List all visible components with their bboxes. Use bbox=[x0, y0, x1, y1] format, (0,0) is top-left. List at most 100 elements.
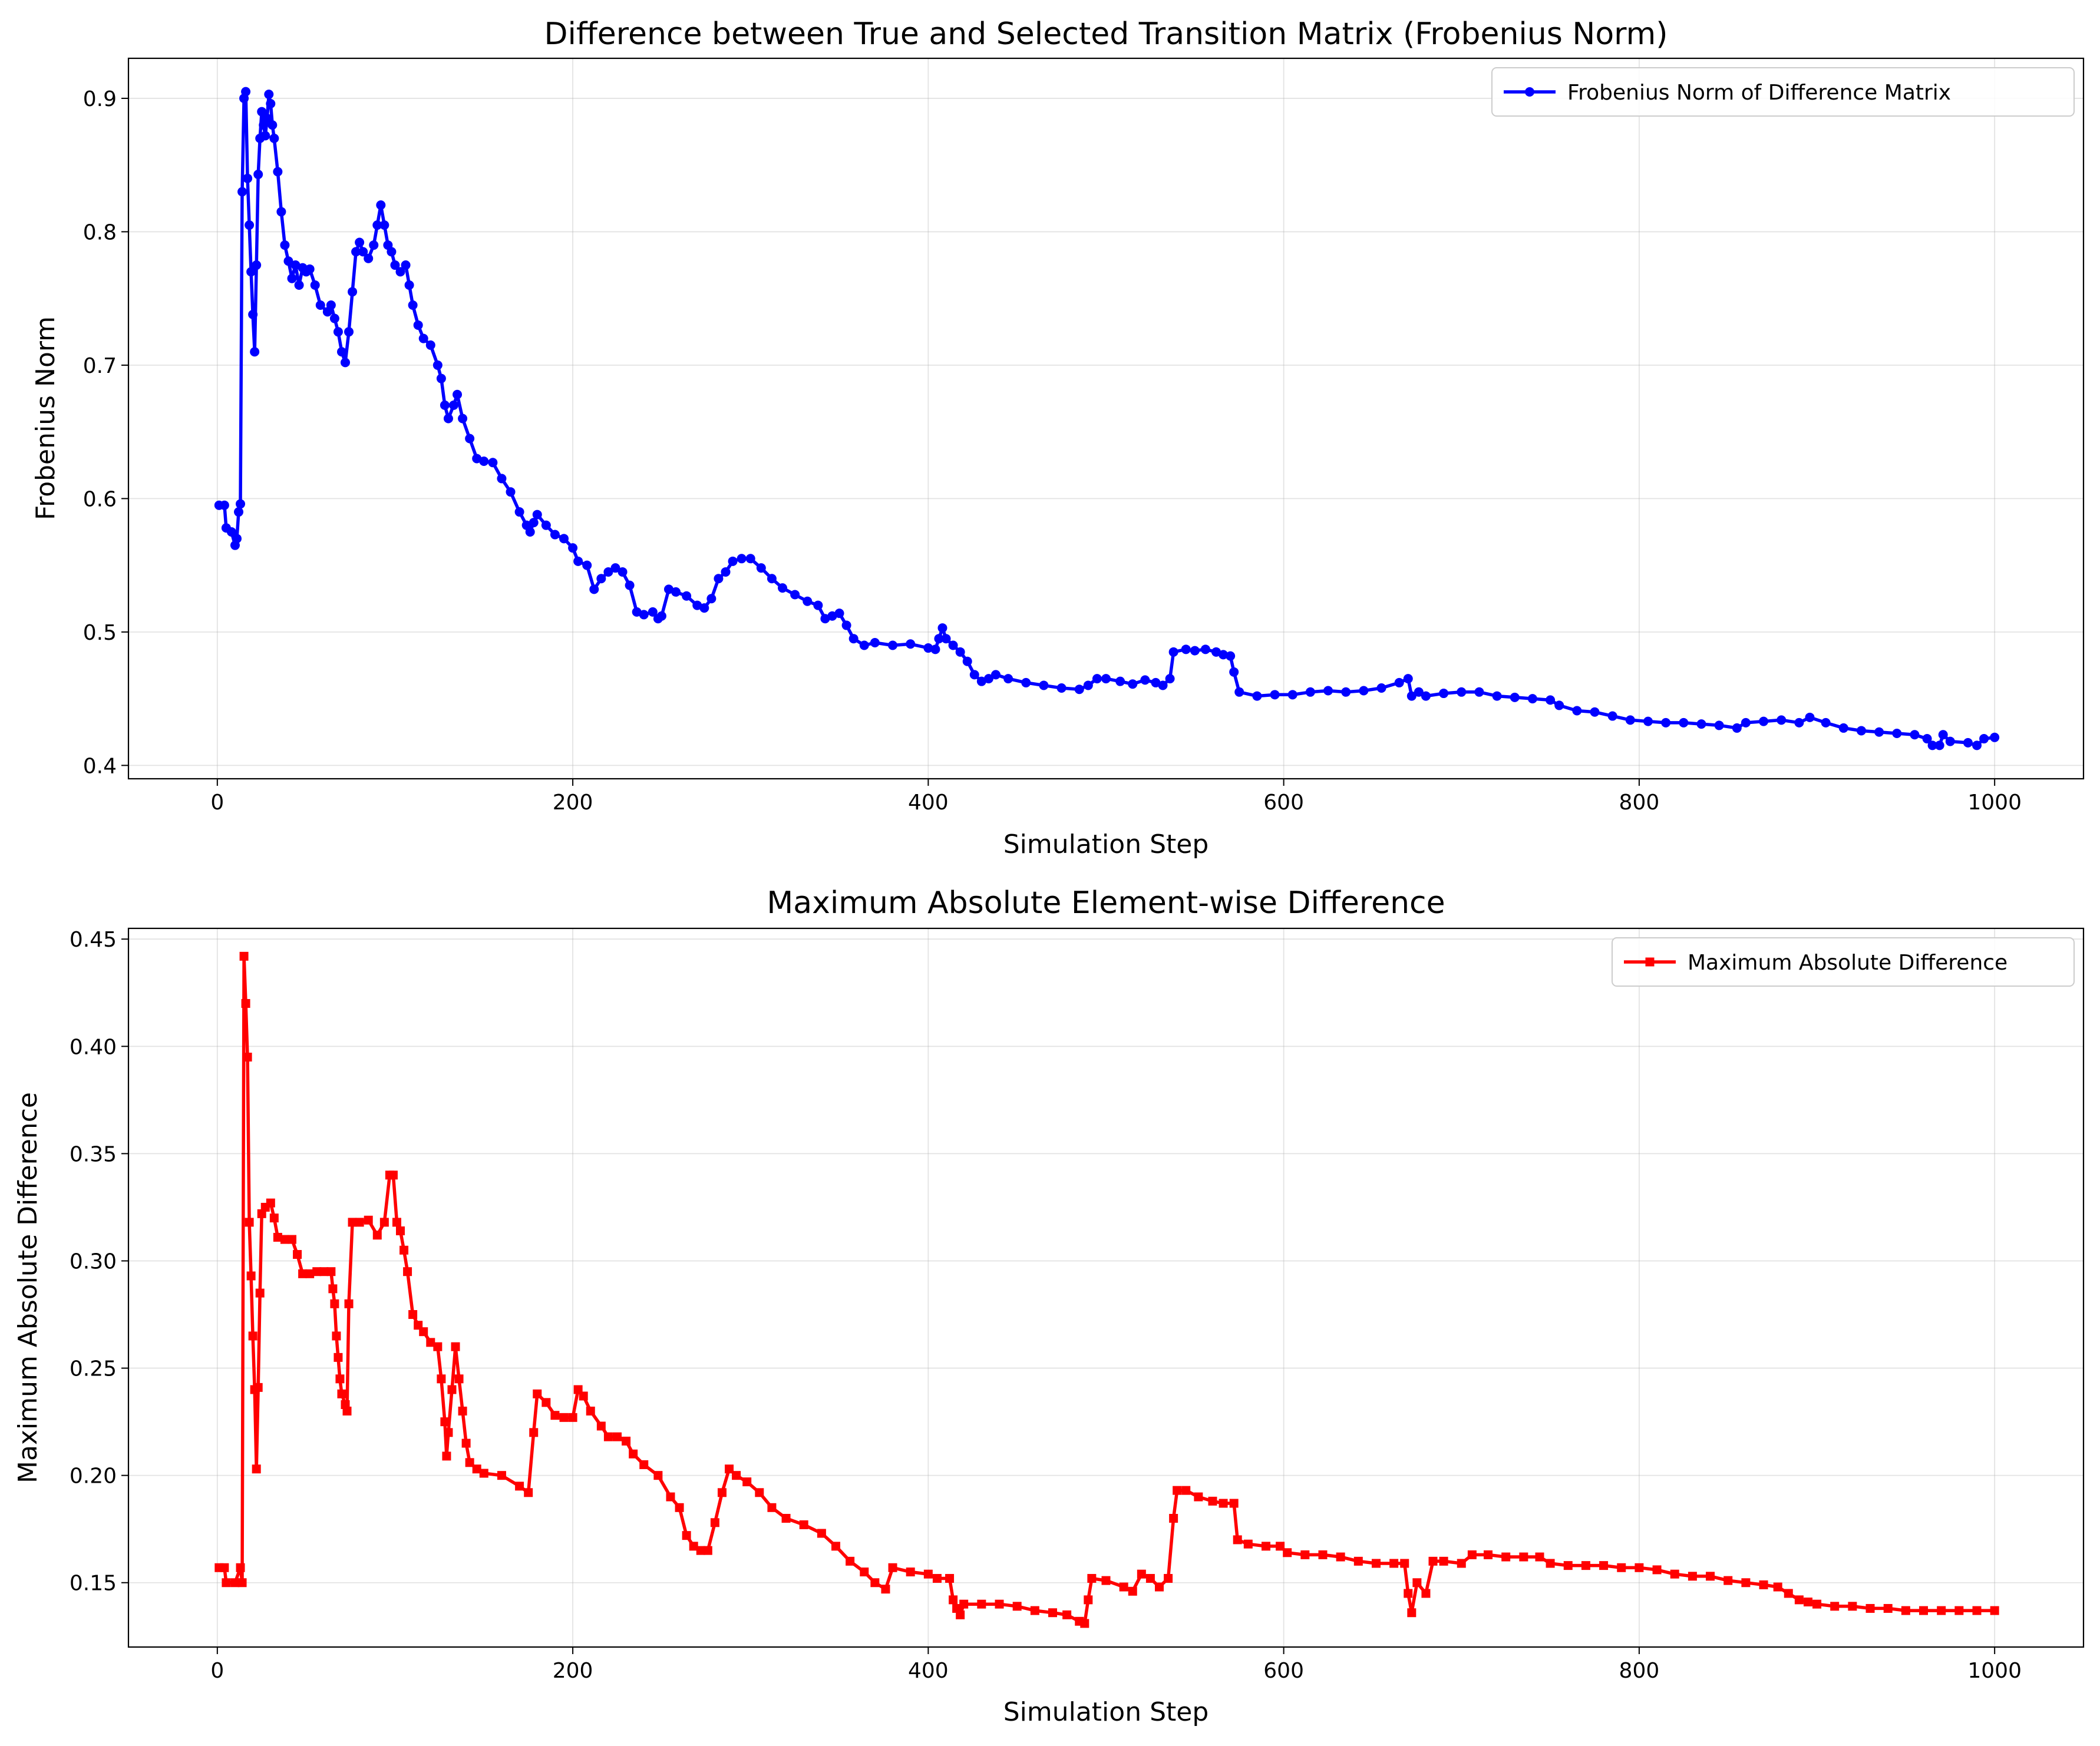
grid bbox=[128, 58, 2084, 779]
y-tick-label: 0.7 bbox=[83, 354, 117, 378]
series-markers bbox=[214, 951, 1999, 1628]
data-point bbox=[330, 1299, 339, 1308]
data-point bbox=[1696, 719, 1706, 729]
data-point bbox=[1208, 1496, 1217, 1506]
grid bbox=[128, 928, 2084, 1647]
data-point bbox=[1794, 717, 1804, 727]
data-point bbox=[1048, 1608, 1058, 1618]
data-point bbox=[725, 1464, 734, 1474]
data-point bbox=[813, 600, 823, 610]
data-point bbox=[923, 643, 933, 653]
y-tick-label: 0.30 bbox=[70, 1249, 117, 1274]
data-point bbox=[1219, 1499, 1228, 1508]
data-point bbox=[1643, 716, 1653, 726]
data-point bbox=[269, 133, 279, 143]
data-point bbox=[1741, 1578, 1751, 1588]
plot-area-frame bbox=[127, 927, 2085, 1648]
data-point bbox=[1492, 691, 1502, 701]
data-point bbox=[956, 1610, 965, 1619]
data-point bbox=[358, 247, 368, 257]
data-point bbox=[888, 640, 898, 650]
data-point bbox=[977, 1599, 986, 1609]
data-point bbox=[533, 1389, 542, 1398]
data-point bbox=[479, 1469, 488, 1478]
y-tick-label: 0.20 bbox=[70, 1464, 117, 1489]
data-point bbox=[1938, 730, 1948, 740]
data-point bbox=[403, 1267, 412, 1277]
data-point bbox=[1625, 715, 1635, 725]
data-point bbox=[243, 1053, 252, 1062]
data-point bbox=[1211, 647, 1221, 657]
data-point bbox=[934, 634, 944, 644]
data-point bbox=[326, 1267, 336, 1277]
data-point bbox=[1128, 1586, 1137, 1596]
data-point bbox=[336, 347, 346, 357]
data-point bbox=[1617, 1563, 1626, 1572]
data-point bbox=[949, 1595, 958, 1605]
data-point bbox=[293, 1250, 302, 1259]
data-point bbox=[906, 1568, 915, 1577]
data-point bbox=[234, 507, 244, 517]
data-point bbox=[497, 1471, 506, 1480]
data-point bbox=[273, 167, 283, 177]
data-point bbox=[440, 400, 450, 410]
data-point bbox=[586, 1406, 595, 1416]
data-point bbox=[257, 107, 267, 117]
data-point bbox=[550, 530, 560, 540]
data-point bbox=[1092, 674, 1102, 684]
data-point bbox=[603, 1432, 613, 1441]
data-point bbox=[1101, 1576, 1111, 1585]
data-point bbox=[1234, 687, 1244, 697]
data-point bbox=[1137, 1569, 1146, 1579]
data-point bbox=[923, 1569, 933, 1579]
y-tick-label: 0.45 bbox=[70, 928, 117, 952]
data-point bbox=[755, 1488, 764, 1497]
data-point bbox=[1546, 695, 1556, 705]
data-point bbox=[737, 554, 747, 564]
data-point bbox=[1546, 1559, 1555, 1568]
data-point bbox=[1168, 647, 1178, 657]
data-point bbox=[703, 1546, 712, 1555]
data-point bbox=[550, 1411, 560, 1420]
data-point bbox=[1389, 1559, 1399, 1568]
data-point bbox=[610, 563, 620, 573]
data-point bbox=[1165, 674, 1175, 684]
data-point bbox=[252, 260, 262, 270]
data-point bbox=[390, 260, 400, 270]
data-point bbox=[1830, 1602, 1840, 1611]
data-point bbox=[264, 90, 274, 100]
data-point bbox=[334, 1353, 343, 1362]
data-point bbox=[1087, 1573, 1097, 1583]
data-point bbox=[745, 554, 755, 564]
data-point bbox=[1173, 1486, 1182, 1495]
data-point bbox=[1083, 680, 1093, 690]
frobenius-norm-panel: Difference between True and Selected Tra… bbox=[31, 16, 2085, 859]
data-point bbox=[413, 320, 423, 330]
data-point bbox=[1784, 1589, 1793, 1598]
data-point bbox=[820, 614, 830, 624]
data-point bbox=[305, 1269, 315, 1278]
data-point bbox=[332, 1331, 341, 1341]
data-point bbox=[1803, 1598, 1812, 1607]
data-point bbox=[675, 1503, 684, 1512]
data-point bbox=[881, 1585, 890, 1594]
data-point bbox=[1181, 1486, 1191, 1495]
data-point bbox=[472, 454, 482, 464]
data-point bbox=[364, 1215, 373, 1225]
data-point bbox=[1021, 677, 1031, 687]
data-point bbox=[447, 1385, 457, 1394]
data-point bbox=[372, 220, 382, 230]
data-point bbox=[525, 527, 535, 537]
data-point bbox=[568, 1413, 577, 1422]
data-point bbox=[1848, 1602, 1857, 1611]
data-point bbox=[1777, 715, 1787, 725]
data-point bbox=[799, 1520, 808, 1529]
data-point bbox=[848, 634, 859, 644]
data-point bbox=[1812, 1599, 1822, 1609]
data-point bbox=[1821, 717, 1831, 727]
data-point bbox=[1270, 690, 1280, 700]
data-point bbox=[465, 1458, 474, 1467]
x-axis-label: Simulation Step bbox=[1003, 1697, 1209, 1727]
data-point bbox=[488, 458, 498, 468]
data-point bbox=[990, 670, 1001, 680]
